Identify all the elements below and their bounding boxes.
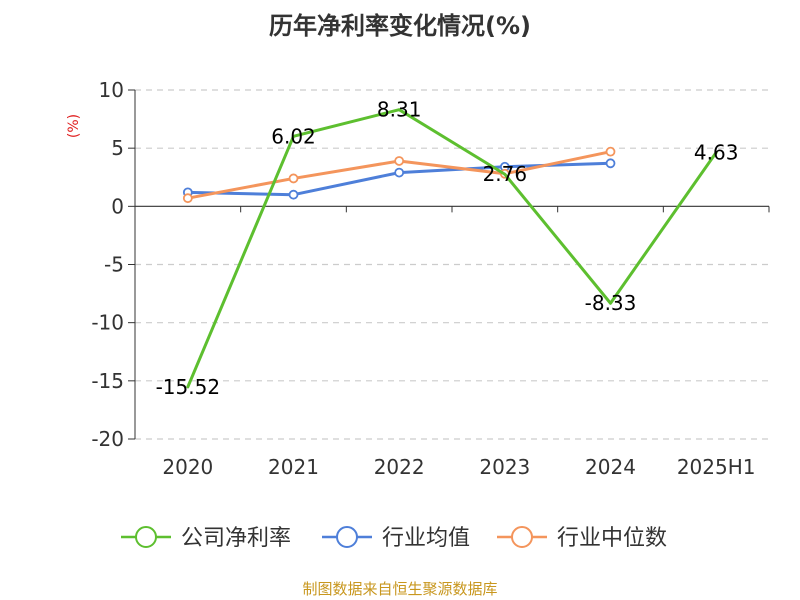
legend-circle-icon xyxy=(511,526,533,548)
data-label: -8.33 xyxy=(585,291,637,315)
legend-item[interactable]: 行业中位数 xyxy=(497,526,667,551)
x-tick-label: 2025H1 xyxy=(677,455,756,479)
chart-title: 历年净利率变化情况(%) xyxy=(269,12,531,40)
y-tick-label: -20 xyxy=(91,427,124,451)
data-label: -15.52 xyxy=(156,375,220,399)
y-tick-label: -15 xyxy=(91,369,124,393)
legend-circle-icon xyxy=(336,526,358,548)
y-tick-label: 10 xyxy=(99,78,124,102)
data-point xyxy=(288,189,299,200)
data-label: 2.76 xyxy=(483,162,528,186)
data-label: 8.31 xyxy=(377,98,422,122)
data-point xyxy=(605,158,616,169)
x-tick-label: 2022 xyxy=(374,455,425,479)
series-line xyxy=(186,108,718,389)
series-0 xyxy=(186,108,718,389)
legend-circle-icon xyxy=(135,526,157,548)
legend: 公司净利率 行业均值 行业中位数 xyxy=(121,526,667,551)
data-point xyxy=(394,167,405,178)
data-point xyxy=(394,156,405,166)
x-tick-label: 2023 xyxy=(479,455,530,479)
data-point xyxy=(182,193,193,204)
x-tick-label: 2020 xyxy=(162,455,213,479)
data-label: 4.63 xyxy=(694,140,739,164)
data-point xyxy=(288,173,299,184)
y-tick-label: -5 xyxy=(104,253,124,277)
series-layer xyxy=(182,108,718,389)
y-tick-label: -10 xyxy=(91,311,124,335)
legend-item[interactable]: 公司净利率 xyxy=(121,526,291,551)
y-tick-label: 5 xyxy=(111,136,124,160)
series-2 xyxy=(182,146,616,204)
y-tick-label: 0 xyxy=(111,194,124,218)
data-point xyxy=(605,146,616,157)
legend-label: 行业中位数 xyxy=(557,526,667,551)
grid-layer xyxy=(135,89,769,440)
axis-layer: 10 5 0 -5 -10 -15 -20 2020 2021 2022 2023 2024 2025H… xyxy=(91,78,770,479)
legend-label: 公司净利率 xyxy=(181,526,291,551)
legend-label: 行业均值 xyxy=(382,526,470,551)
x-tick-label: 2024 xyxy=(585,455,636,479)
legend-item[interactable]: 行业均值 xyxy=(322,526,470,551)
data-label-layer: -15.52 6.02 8.31 2.76 -8.33 4.63 xyxy=(156,98,739,399)
x-tick-label: 2021 xyxy=(268,455,319,479)
data-label: 6.02 xyxy=(271,124,316,148)
y-axis-label: (%) xyxy=(66,114,82,138)
source-note: 制图数据来自恒生聚源数据库 xyxy=(302,580,497,598)
